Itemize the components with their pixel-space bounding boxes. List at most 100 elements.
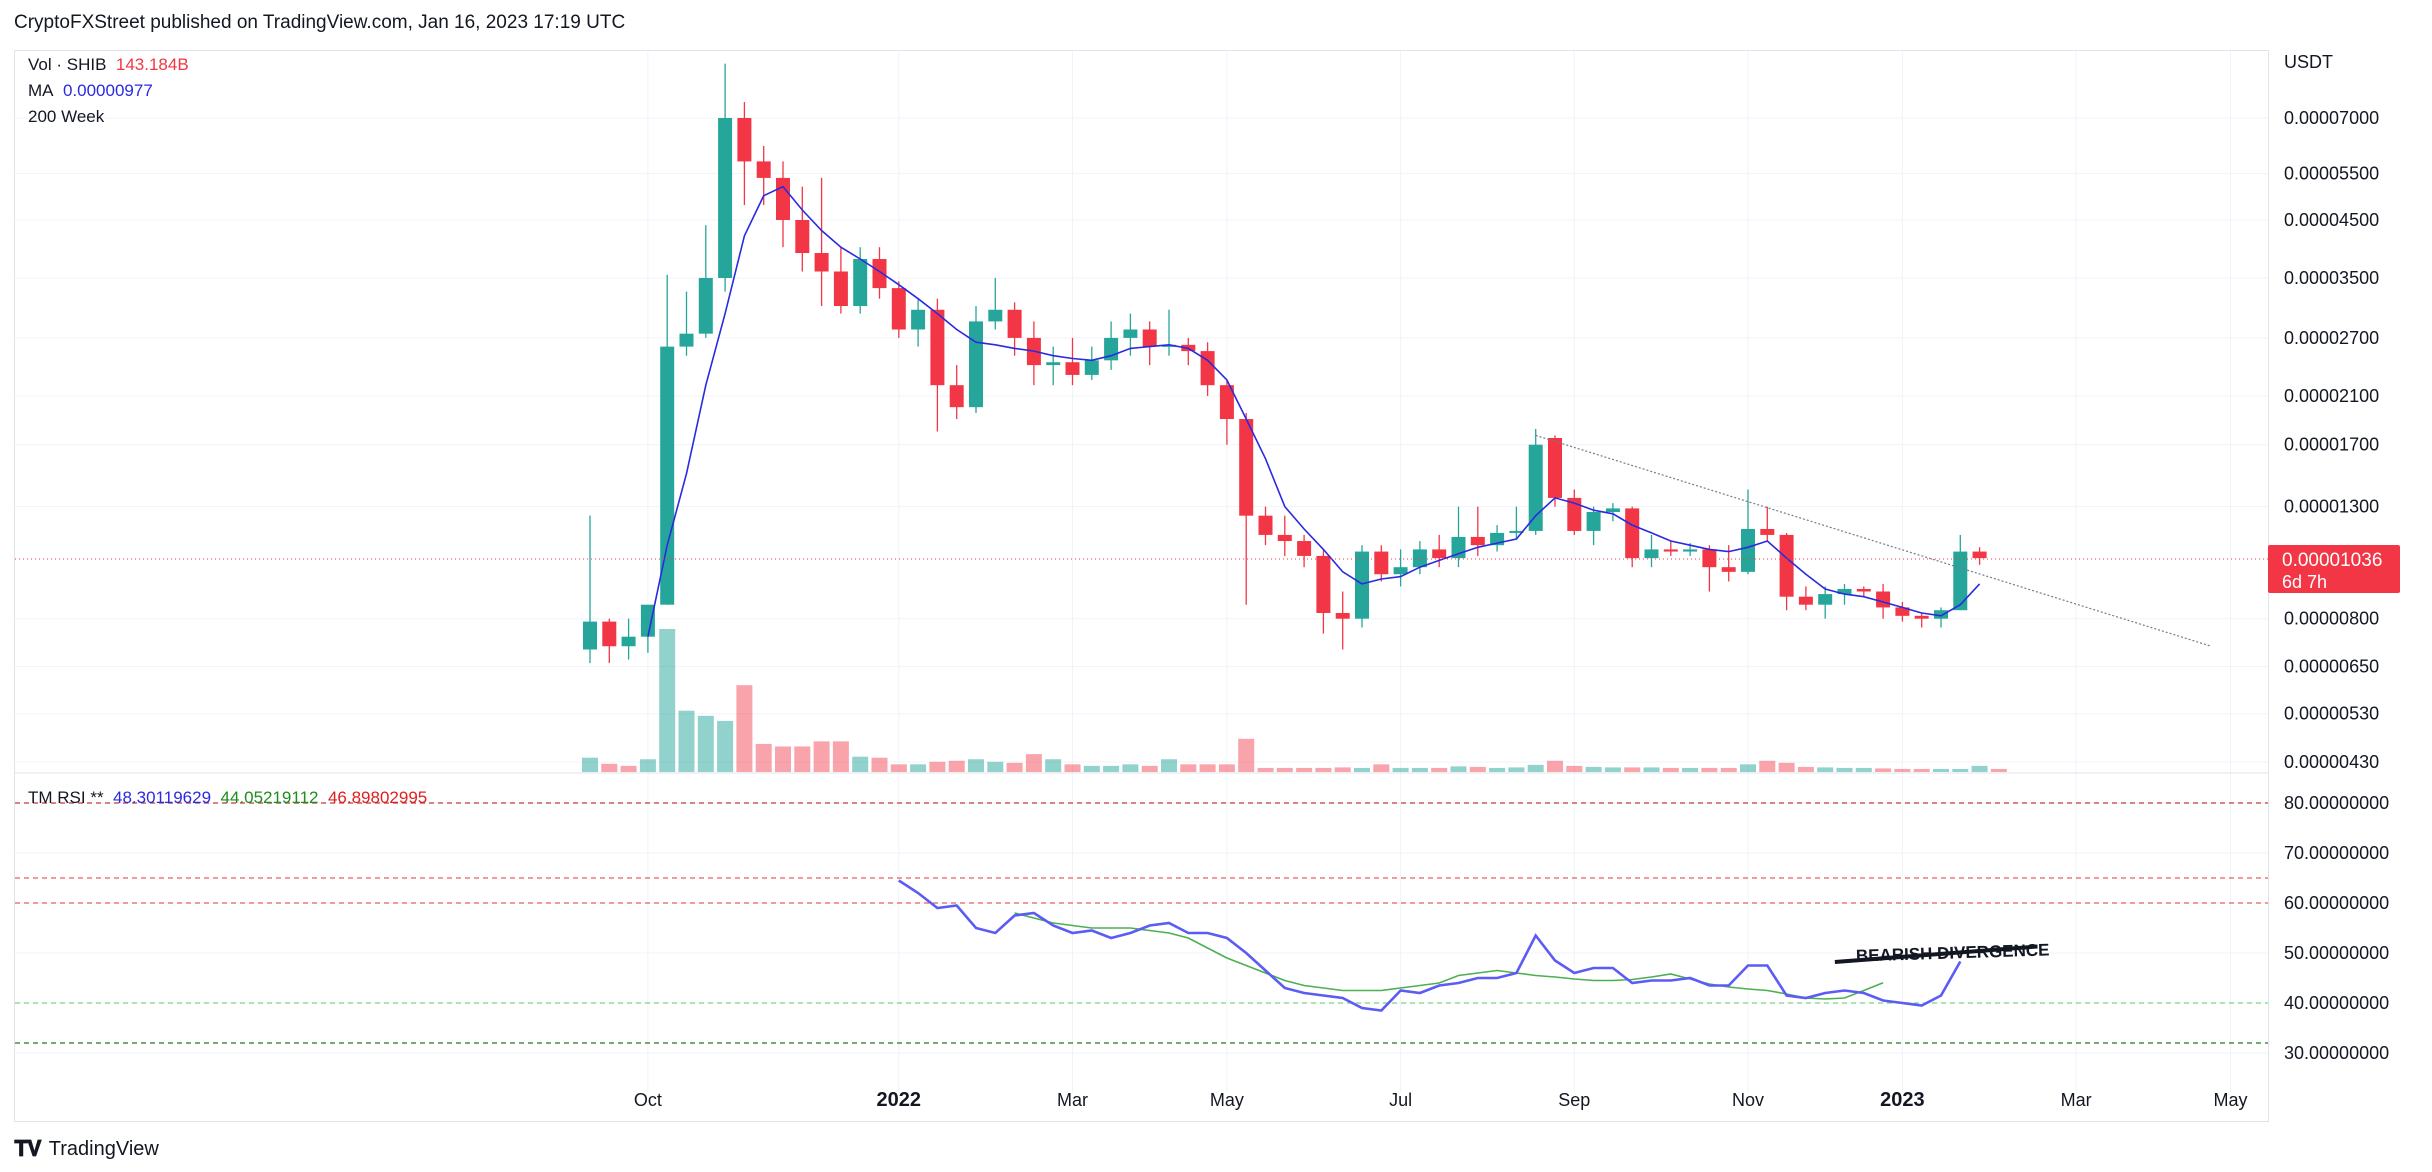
price-legend: Vol · SHIB 143.184B MA 0.00000977 200 We… [28, 52, 189, 130]
volume-bar [871, 757, 888, 772]
volume-bar [968, 759, 984, 772]
rsi-tick-label: 30.00000000 [2284, 1043, 2389, 1063]
volume-bar [1894, 768, 1911, 772]
volume-bar [1257, 767, 1274, 772]
footer[interactable]: 𝐓𝐕 TradingView [14, 1136, 159, 1162]
price-tick-label: 0.00003500 [2284, 268, 2379, 288]
volume-bar [1334, 767, 1351, 772]
volume-bar [1836, 767, 1853, 772]
candle-body [1393, 567, 1408, 575]
time-tick-label: 2023 [1880, 1089, 1925, 1111]
current-price-value: 0.00001036 [2282, 550, 2382, 571]
rsi-value-1: 48.30119629 [113, 788, 212, 807]
rsi-signal-line [1014, 912, 1884, 1000]
volume-bar [948, 760, 965, 772]
candle-body [1509, 530, 1524, 533]
volume-bar [1527, 764, 1544, 772]
volume-bar [717, 720, 734, 772]
time-tick-label: Mar [2061, 1090, 2092, 1110]
volume-bar [1624, 767, 1641, 772]
volume-bar [639, 759, 656, 772]
time-tick-label: Jul [1389, 1090, 1412, 1110]
volume-bar [1064, 764, 1081, 772]
candle-body [1065, 362, 1080, 375]
rsi-value-3: 46.89802995 [327, 788, 428, 807]
candle-body [718, 118, 733, 279]
candle-body [795, 219, 810, 254]
volume-bar [929, 761, 946, 772]
volume-bar [1547, 760, 1563, 772]
price-tick-label: 0.00001300 [2284, 497, 2379, 517]
time-tick-label: Nov [1732, 1090, 1764, 1110]
candle-body [1625, 508, 1640, 559]
ma-line [647, 185, 1981, 637]
current-price-badge [2268, 545, 2400, 593]
volume-bar [1662, 767, 1679, 772]
ma-label: MA [28, 81, 54, 100]
volume-bar [1354, 767, 1370, 772]
volume-bar [582, 757, 598, 772]
volume-bar [1990, 768, 2007, 772]
price-axis-unit: USDT [2284, 52, 2333, 72]
candle-body [1046, 362, 1061, 366]
price-tick-label: 0.00007000 [2284, 108, 2379, 128]
candle-body [1200, 351, 1215, 386]
candle-body [1914, 615, 1929, 619]
volume-bar [1373, 764, 1390, 772]
candle-body [1355, 551, 1369, 619]
rsi-value-2: 44.05219112 [220, 788, 319, 807]
volume-bar [1797, 766, 1814, 772]
current-price-countdown: 6d 7h [2282, 572, 2327, 592]
rsi-tick-label: 50.00000000 [2284, 943, 2389, 963]
volume-bar [852, 756, 869, 772]
volume-bar [697, 715, 714, 772]
volume-bar [601, 763, 618, 772]
candle-body [737, 118, 752, 162]
volume-bar [1411, 767, 1428, 772]
time-tick-label: May [1210, 1090, 1244, 1110]
vol-label: Vol · SHIB [28, 55, 107, 74]
candle-body [1567, 497, 1582, 531]
candle-body [969, 321, 983, 408]
volume-bar [736, 685, 753, 772]
candle-body [1548, 438, 1562, 498]
volume-bar [1006, 762, 1023, 772]
candle-body [1277, 534, 1292, 542]
candle-body [640, 604, 655, 637]
time-tick-label: Mar [1057, 1090, 1088, 1110]
volume-bar [1604, 767, 1621, 772]
volume-bar [1103, 765, 1120, 772]
price-tick-label: 0.00000430 [2284, 752, 2379, 772]
volume-bar [1913, 768, 1930, 772]
candle-body [1258, 515, 1273, 535]
volume-bar [755, 743, 772, 772]
resistance-trendline [1535, 434, 2212, 647]
candle-body [1934, 610, 1948, 619]
volume-bar [1933, 768, 1949, 772]
volume-bar [1759, 760, 1776, 772]
week-label: 200 Week [28, 107, 105, 126]
time-tick-label: 2022 [877, 1089, 922, 1111]
volume-bar [1469, 766, 1486, 772]
volume-bar [1508, 767, 1525, 772]
candle-body [1741, 528, 1755, 572]
volume-bar [1952, 768, 1969, 772]
volume-bar [1045, 759, 1062, 772]
candle-body [1162, 344, 1176, 347]
volume-bar [1161, 759, 1177, 772]
rsi-tick-label: 70.00000000 [2284, 843, 2389, 863]
candle-body [814, 253, 829, 272]
publisher-line: CryptoFXStreet published on TradingView.… [14, 12, 626, 33]
price-tick-label: 0.00002700 [2284, 328, 2379, 348]
candle-body [1528, 444, 1543, 531]
candle-body [1856, 588, 1871, 592]
candle-body [1644, 549, 1659, 559]
candle-body [1142, 329, 1157, 347]
volume-bar [1276, 767, 1293, 772]
candle-body [1895, 607, 1910, 616]
candle-body [698, 278, 713, 334]
rsi-tick-label: 40.00000000 [2284, 993, 2389, 1013]
price-tick-label: 0.00000800 [2284, 609, 2379, 629]
candle-body [1779, 534, 1794, 597]
